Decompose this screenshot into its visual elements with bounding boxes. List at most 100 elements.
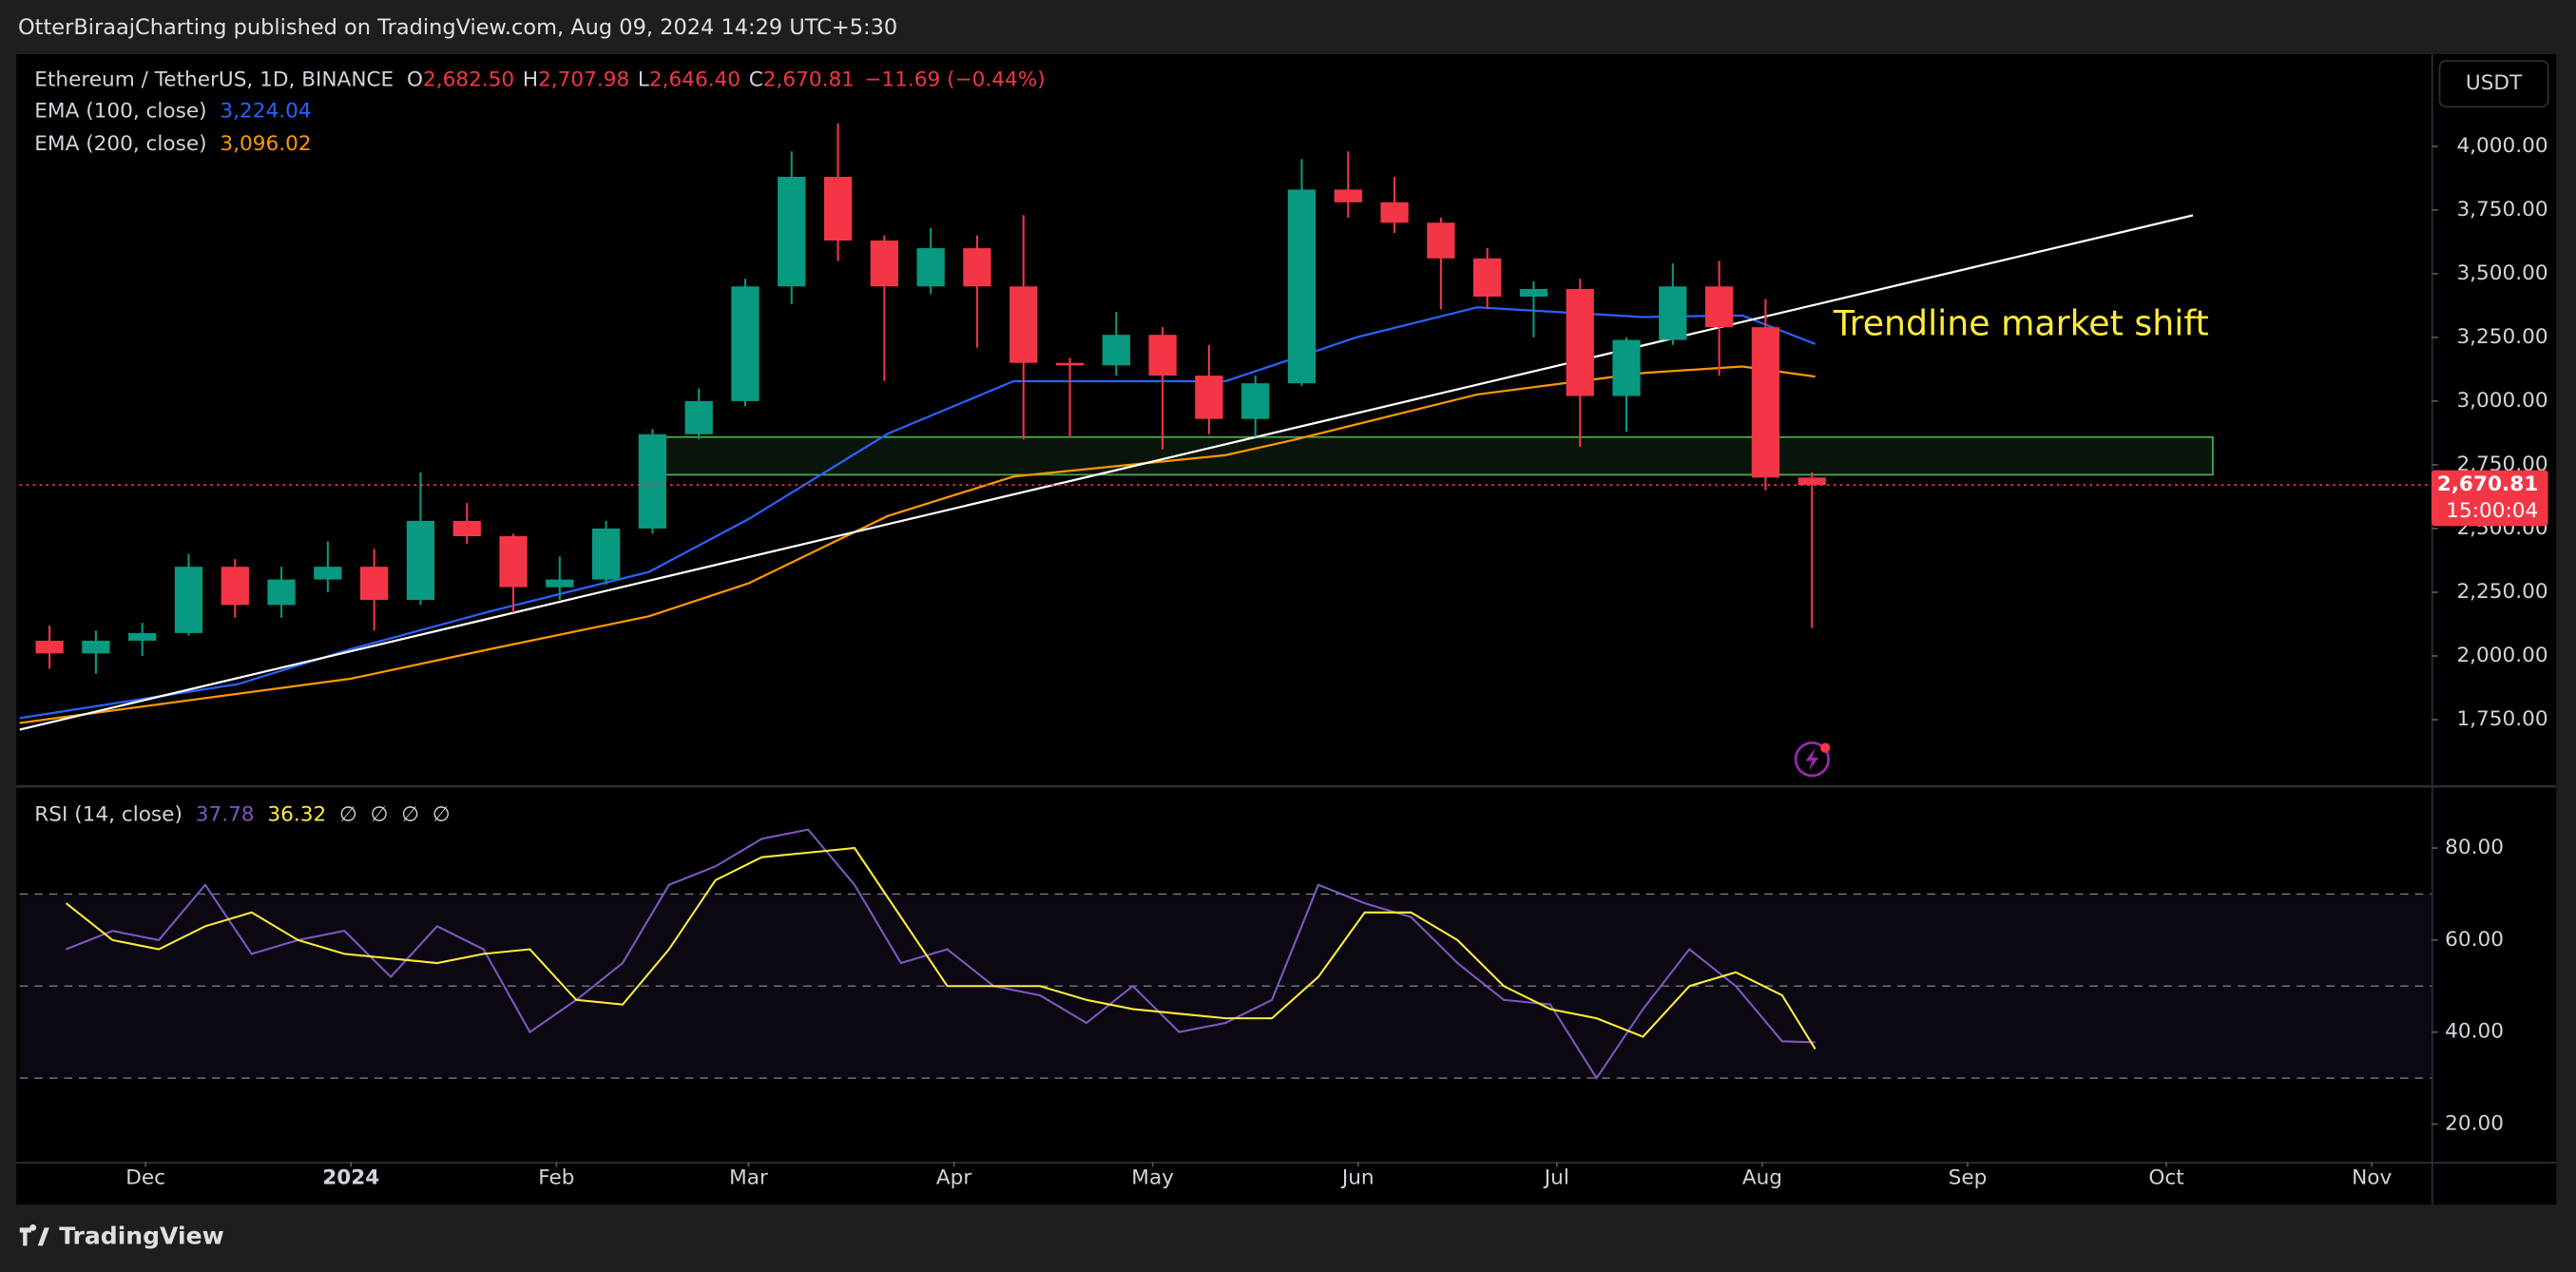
overlay: USDT TradingView 1,750.00 2,000.00 2,250.0… [19,60,2549,1250]
x-tick-label: Nov [2352,1166,2392,1189]
ema-legend: EMA (100, close) 3,224.04 [34,100,311,124]
y-tick-label: 2,000.00 [2456,644,2547,667]
rsi-ma-line [65,846,1817,1050]
candle-body [360,567,389,601]
candle-body [1427,222,1455,259]
change-percent: (−0.44%) [947,68,1046,92]
alert-icon [1794,741,1831,778]
ohlc-value: 2,707.98 [538,68,629,92]
na-marker: ∅ [339,802,357,826]
x-tick-label: Dec [125,1166,165,1189]
price-legend: Ethereum / TetherUS, 1D, BINANCE O2,682.5… [34,68,1045,92]
candle-body [1148,335,1177,376]
x-tick-label: 2024 [322,1166,379,1189]
candle-body [1195,376,1223,419]
rsi-legend-value: 37.78 [196,802,255,826]
ema-legend-value: 3,224.04 [220,100,311,124]
candle-body [1380,202,1409,223]
countdown-label: 15:00:04 [2446,499,2538,523]
candle-body [1334,189,1362,202]
candle-body [546,579,574,588]
candle-body [1102,335,1130,366]
price-pane [19,123,2432,731]
candle-body [35,640,64,654]
y-tick-label: 2,250.00 [2456,580,2547,604]
x-tick-label: Oct [2148,1166,2183,1189]
currency-button-label[interactable]: USDT [2466,71,2523,95]
ema-legend: EMA (200, close) 3,096.02 [34,132,311,156]
currency-button[interactable] [2438,60,2549,108]
candle-body [870,241,898,287]
alert-icon-dot [1819,742,1831,753]
footer-logo: TradingView [19,1223,224,1250]
candle-body [1055,362,1085,366]
ema-legend-value: 3,096.02 [220,132,311,156]
rsi-legend: RSI (14, close) 37.78 36.32 ∅ ∅ ∅ ∅ [34,802,450,826]
alert-icon-bolt [1805,747,1819,771]
y-tick-label: 3,250.00 [2456,325,2547,349]
rsi-y-tick-label: 80.00 [2445,836,2504,859]
trendline [19,214,2194,731]
x-tick-label: Jul [1543,1166,1569,1189]
footer-logo-mark [19,1224,49,1246]
candle-body [916,248,945,287]
y-tick-label: 3,750.00 [2456,198,2547,222]
rsi-pane [19,828,2432,1080]
change-value: −11.69 [864,68,940,92]
candle-body [221,567,249,606]
ohlc-key: H [523,68,538,92]
na-marker: ∅ [433,802,451,826]
candle-body [1659,286,1687,340]
rsi-line [66,828,1816,1080]
last-price-label: 2,670.81 [2437,472,2539,496]
x-tick-label: Aug [1742,1166,1782,1189]
y-tick-label: 3,000.00 [2456,389,2547,413]
candle-body [638,434,667,529]
ohlc-key: O [407,68,423,92]
candle-body [823,176,853,241]
x-tick-label: Jun [1340,1166,1375,1189]
rsi-legend-value: 36.32 [267,802,326,826]
candle-body [1473,258,1502,297]
candle-body [1797,477,1826,486]
ema-line [19,306,1817,720]
publisher: OtterBiraajCharting published on Trading… [18,15,897,40]
na-marker: ∅ [371,802,389,826]
y-tick-label: 4,000.00 [2456,134,2547,158]
rsi-y-tick-label: 20.00 [2445,1111,2504,1135]
alert-icon-ring [1794,741,1830,778]
candle-body [1704,286,1734,328]
candle-body [731,286,759,401]
x-tick-label: Mar [729,1166,768,1189]
candle-body [452,520,481,537]
candle-body [963,248,991,287]
ema-line [19,365,1816,724]
candle-body [128,632,157,641]
x-tick-label: Apr [936,1166,971,1189]
support-zone [661,435,2214,476]
ema-legend-name: EMA (200, close) [34,132,206,156]
symbol-title: Ethereum / TetherUS, 1D, BINANCE [34,68,394,92]
y-tick-label: 1,750.00 [2456,707,2547,731]
rsi-y-tick-label: 60.00 [2445,928,2504,952]
candle-body [1009,286,1038,363]
candle-body [591,528,621,580]
ohlc-key: L [638,68,649,92]
candle-body [684,400,713,434]
y-tick-label: 3,500.00 [2456,261,2547,285]
ohlc-key: C [749,68,763,92]
ohlc-value: 2,670.81 [763,68,855,92]
x-tick-label: May [1131,1166,1174,1189]
ohlc-value: 2,646.40 [649,68,740,92]
candle-body [1751,327,1780,478]
ema-legend-name: EMA (100, close) [34,100,206,124]
candle-body [1566,288,1594,396]
candle-body [1287,189,1317,384]
candle-body [1241,383,1270,419]
footer-logo-text: TradingView [59,1223,224,1250]
candle-body [314,567,342,580]
candle-body [1612,339,1641,396]
last-price-box [2431,470,2548,527]
na-marker: ∅ [401,802,419,826]
